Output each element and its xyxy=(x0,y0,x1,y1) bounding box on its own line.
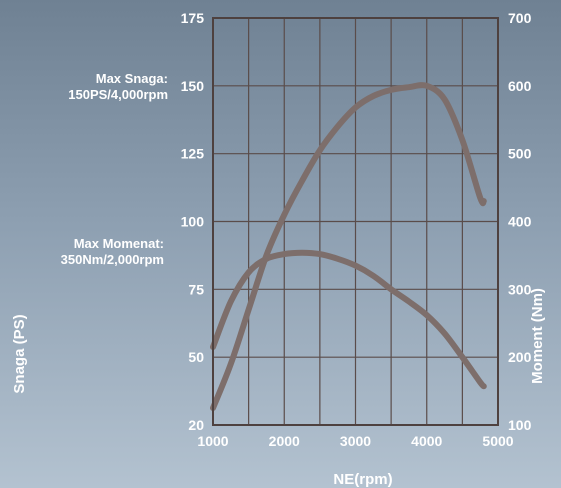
x-tick-label: 2000 xyxy=(269,433,300,449)
right-tick-label: 700 xyxy=(508,10,532,26)
x-tick-label: 1000 xyxy=(197,433,228,449)
right-tick-label: 300 xyxy=(508,281,532,297)
torque-curve xyxy=(210,249,487,390)
right-axis-title: Moment (Nm) xyxy=(529,288,546,384)
power-curve xyxy=(210,82,487,411)
max-power-annotation-line2: 150PS/4,000rpm xyxy=(68,87,168,102)
series-group xyxy=(210,82,487,411)
right-tick-label: 100 xyxy=(508,417,532,433)
right-tick-label: 600 xyxy=(508,78,532,94)
right-tick-label: 200 xyxy=(508,349,532,365)
left-tick-label: 175 xyxy=(181,10,205,26)
left-tick-label: 50 xyxy=(188,349,204,365)
x-axis-title: NE(rpm) xyxy=(333,471,392,488)
right-tick-label: 400 xyxy=(508,214,532,230)
left-axis-ticks: 20 50 75 100 125 150 175 xyxy=(181,10,205,433)
x-tick-label: 4000 xyxy=(411,433,442,449)
left-tick-label: 75 xyxy=(188,281,204,297)
left-axis-title: Snaga (PS) xyxy=(11,314,28,393)
x-tick-label: 5000 xyxy=(482,433,513,449)
plot-frame xyxy=(212,17,499,426)
left-tick-label: 100 xyxy=(181,214,205,230)
left-tick-label: 125 xyxy=(181,146,205,162)
right-tick-label: 500 xyxy=(508,146,532,162)
left-tick-label: 20 xyxy=(188,417,204,433)
grid xyxy=(213,18,498,425)
x-axis-ticks: 1000 2000 3000 4000 5000 xyxy=(197,433,513,449)
max-torque-annotation-line1: Max Momenat: xyxy=(74,236,164,251)
x-tick-label: 3000 xyxy=(340,433,371,449)
max-torque-annotation-line2: 350Nm/2,000rpm xyxy=(61,252,164,267)
max-power-annotation-line1: Max Snaga: xyxy=(96,71,168,86)
left-tick-label: 150 xyxy=(181,78,205,94)
right-axis-ticks: 100 200 300 400 500 600 700 xyxy=(508,10,532,433)
